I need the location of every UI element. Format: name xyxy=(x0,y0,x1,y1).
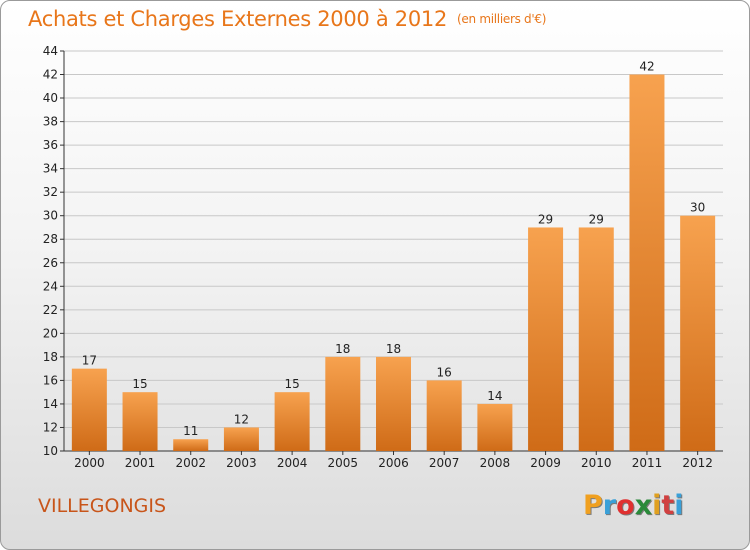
value-label-2009: 29 xyxy=(538,212,553,226)
x-tick-label-2012: 2012 xyxy=(682,456,713,470)
y-tick-label: 22 xyxy=(43,303,58,317)
bar-2010[interactable] xyxy=(578,227,614,451)
y-tick-label: 18 xyxy=(43,350,58,364)
x-tick-label-2001: 2001 xyxy=(125,456,156,470)
x-tick-label-2000: 2000 xyxy=(74,456,105,470)
value-label-2007: 16 xyxy=(437,365,452,379)
bar-2003[interactable] xyxy=(223,427,259,451)
chart-title: Achats et Charges Externes 2000 à 2012 (e… xyxy=(28,7,546,31)
y-tick-label: 26 xyxy=(43,256,58,270)
place-name: VILLEGONGIS xyxy=(38,495,167,517)
bar-2011[interactable] xyxy=(629,74,665,451)
bar-2004[interactable] xyxy=(274,392,310,451)
x-tick-label-2008: 2008 xyxy=(480,456,511,470)
bar-2008[interactable] xyxy=(477,403,513,451)
logo-letter: o xyxy=(616,490,635,521)
value-label-2000: 17 xyxy=(82,354,97,368)
y-tick-label: 34 xyxy=(43,162,58,176)
y-tick-label: 16 xyxy=(43,373,58,387)
bar-2006[interactable] xyxy=(376,356,411,451)
x-tick-label-2009: 2009 xyxy=(530,456,561,470)
logo-letter: t xyxy=(661,490,675,521)
chart-unit: (en milliers d'€) xyxy=(457,12,547,26)
logo-letter: x xyxy=(634,490,653,521)
value-label-2003: 12 xyxy=(234,412,249,426)
chart-title-text: Achats et Charges Externes 2000 à 2012 xyxy=(28,7,448,31)
x-tick-label-2003: 2003 xyxy=(226,456,257,470)
y-tick-label: 10 xyxy=(43,444,58,458)
bar-2002[interactable] xyxy=(173,439,209,451)
y-tick-label: 36 xyxy=(43,138,58,152)
y-tick-label: 30 xyxy=(43,209,58,223)
value-label-2011: 42 xyxy=(639,60,654,74)
bar-2001[interactable] xyxy=(122,392,158,451)
x-tick-label-2004: 2004 xyxy=(277,456,308,470)
x-tick-label-2002: 2002 xyxy=(175,456,206,470)
y-tick-label: 28 xyxy=(43,232,58,246)
y-tick-label: 20 xyxy=(43,326,58,340)
x-tick-label-2005: 2005 xyxy=(328,456,359,470)
bar-2012[interactable] xyxy=(680,215,716,451)
y-tick-label: 24 xyxy=(43,279,58,293)
proxiti-logo[interactable]: Proxiti xyxy=(583,490,684,521)
y-tick-label: 14 xyxy=(43,397,58,411)
y-tick-label: 44 xyxy=(43,44,58,58)
y-tick-label: 32 xyxy=(43,185,58,199)
bar-2000[interactable] xyxy=(71,368,107,451)
value-label-2006: 18 xyxy=(386,342,401,356)
logo-letter: i xyxy=(674,490,684,521)
bar-2007[interactable] xyxy=(426,380,462,451)
value-label-2008: 14 xyxy=(487,389,502,403)
value-label-2012: 30 xyxy=(690,201,705,215)
x-tick-label-2007: 2007 xyxy=(429,456,460,470)
logo-letter: P xyxy=(583,490,603,521)
value-label-2010: 29 xyxy=(589,212,604,226)
value-label-2002: 11 xyxy=(183,424,198,438)
x-tick-label-2011: 2011 xyxy=(632,456,663,470)
labels: 17 15 11 12 15 18 18 16 14 29 29 42 30 xyxy=(82,60,706,439)
bar-2009[interactable] xyxy=(528,227,564,451)
value-label-2005: 18 xyxy=(335,342,350,356)
y-tick-label: 40 xyxy=(43,91,58,105)
y-tick-label: 12 xyxy=(43,420,58,434)
x-tick-label-2010: 2010 xyxy=(581,456,612,470)
logo-letter: i xyxy=(652,490,662,521)
bar-2005[interactable] xyxy=(325,356,361,451)
logo-letter: r xyxy=(602,490,617,521)
y-tick-label: 42 xyxy=(43,68,58,82)
value-label-2004: 15 xyxy=(284,377,299,391)
bars xyxy=(71,74,716,451)
value-label-2001: 15 xyxy=(132,377,147,391)
x-tick-label-2006: 2006 xyxy=(378,456,409,470)
y-tick-label: 38 xyxy=(43,115,58,129)
